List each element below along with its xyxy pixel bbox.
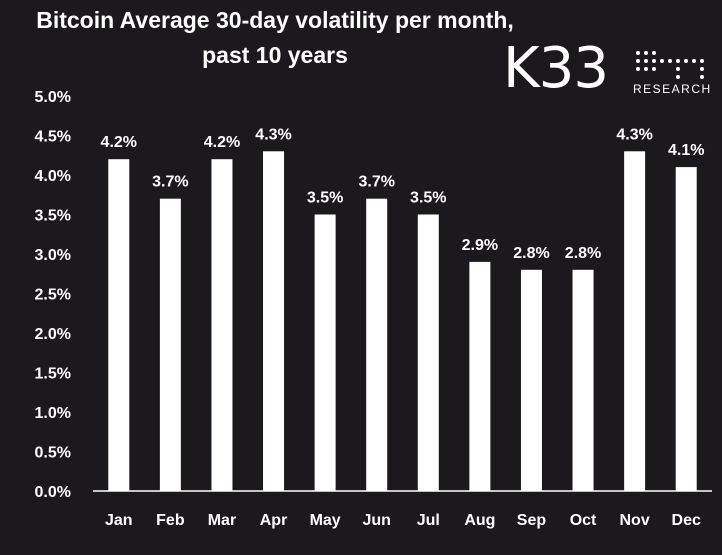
bar-may xyxy=(314,214,336,491)
x-tick-label-feb: Feb xyxy=(156,512,185,529)
x-tick-label-nov: Nov xyxy=(620,512,650,529)
data-labels-group: 4.2% 3.7% 4.2% 4.3% 3.5% 3.7% 3.5% 2.9% 2.8% 2.8%… xyxy=(101,126,705,261)
x-tick-label-may: May xyxy=(310,512,341,529)
x-tick-label-apr: Apr xyxy=(260,512,288,529)
x-tick-label-dec: Dec xyxy=(672,512,701,529)
y-tick-label: 1.0% xyxy=(35,405,71,422)
data-label-jun: 3.7% xyxy=(358,174,394,191)
chart-title: Bitcoin Average 30-day volatility per mo… xyxy=(36,7,514,33)
bar-jul xyxy=(417,214,439,491)
x-tick-label-jul: Jul xyxy=(417,512,440,529)
logo-subtext: RESEARCH xyxy=(633,82,712,96)
y-tick-label: 0.5% xyxy=(35,445,71,462)
bar-aug xyxy=(469,261,491,491)
data-label-mar: 4.2% xyxy=(204,134,240,151)
x-axis-labels: Jan Feb Mar Apr May Jun Jul Aug Sep Oct Nov Dec xyxy=(105,512,701,529)
y-tick-label: 2.5% xyxy=(35,287,71,304)
data-label-apr: 4.3% xyxy=(255,126,291,143)
data-label-sep: 2.8% xyxy=(513,245,549,262)
logo-wordmark: K33 xyxy=(503,36,609,101)
bar-jun xyxy=(366,198,388,491)
chart-subtitle: past 10 years xyxy=(202,42,348,68)
x-tick-label-oct: Oct xyxy=(570,512,597,529)
data-label-may: 3.5% xyxy=(307,190,343,207)
bars-group xyxy=(108,151,697,492)
y-tick-label: 3.5% xyxy=(35,208,71,225)
x-tick-label-sep: Sep xyxy=(517,512,547,529)
logo-dot-grid-icon xyxy=(636,51,704,79)
data-label-jul: 3.5% xyxy=(410,190,446,207)
bar-feb xyxy=(159,198,181,491)
x-tick-label-mar: Mar xyxy=(208,512,236,529)
y-tick-label: 1.5% xyxy=(35,366,71,383)
bar-mar xyxy=(211,159,233,491)
x-tick-label-jan: Jan xyxy=(105,512,133,529)
y-axis: 0.0% 0.5% 1.0% 1.5% 2.0% 2.5% 3.0% 3.5% 4.0% 4.5%… xyxy=(35,89,71,501)
y-tick-label: 2.0% xyxy=(35,326,71,343)
y-tick-label: 4.5% xyxy=(35,129,71,146)
y-tick-label: 3.0% xyxy=(35,247,71,264)
y-tick-label: 4.0% xyxy=(35,168,71,185)
k33-research-logo: K33 RESEARCH xyxy=(503,36,713,108)
data-label-nov: 4.3% xyxy=(616,126,652,143)
y-tick-label: 5.0% xyxy=(35,89,71,106)
data-label-oct: 2.8% xyxy=(565,245,601,262)
x-tick-label-jun: Jun xyxy=(362,512,390,529)
data-label-aug: 2.9% xyxy=(462,237,498,254)
data-label-feb: 3.7% xyxy=(152,174,188,191)
bar-oct xyxy=(572,269,594,491)
data-label-jan: 4.2% xyxy=(101,134,137,151)
bar-nov xyxy=(624,151,646,492)
bar-dec xyxy=(675,167,697,491)
bar-apr xyxy=(263,151,285,492)
bar-jan xyxy=(108,159,130,491)
x-tick-label-aug: Aug xyxy=(464,512,495,529)
bar-sep xyxy=(520,269,542,491)
data-label-dec: 4.1% xyxy=(668,142,704,159)
y-tick-label: 0.0% xyxy=(35,484,71,501)
